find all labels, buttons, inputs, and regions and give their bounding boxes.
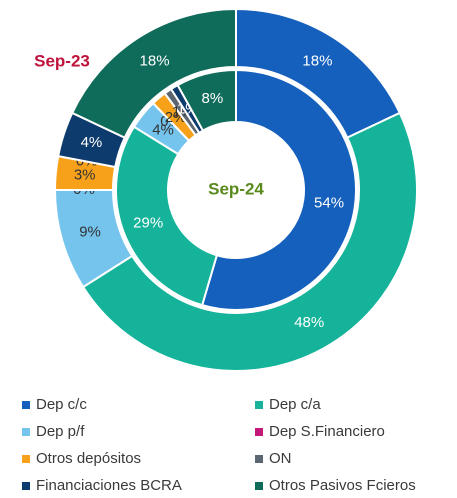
outer-ring-name: Sep-23 — [34, 51, 90, 70]
value-label: 4% — [152, 122, 174, 139]
slice — [81, 111, 418, 372]
value-label: 18% — [140, 53, 170, 70]
legend-label: Dep c/a — [269, 396, 321, 413]
value-label: 8% — [202, 90, 224, 107]
slice — [176, 68, 237, 132]
legend-label: Dep S.Financiero — [269, 423, 385, 440]
legend-swatch — [22, 455, 30, 463]
value-label: 54% — [314, 194, 344, 211]
legend-label: Financiaciones BCRA — [36, 477, 182, 494]
legend-label: Dep p/f — [36, 423, 85, 440]
legend-swatch — [22, 482, 30, 490]
legend-label: Otros Pasivos Fcieros — [269, 477, 416, 494]
slice — [115, 125, 219, 307]
legend-swatch — [255, 482, 263, 490]
legend-swatch — [255, 455, 263, 463]
value-label: 29% — [133, 215, 163, 232]
value-label: 9% — [79, 223, 101, 240]
legend-label: Dep c/c — [36, 396, 87, 413]
slice — [70, 7, 237, 139]
value-label: 18% — [302, 53, 332, 70]
legend-swatch — [22, 428, 30, 436]
inner-ring-name: Sep-24 — [208, 179, 264, 198]
value-label: 3% — [74, 167, 96, 184]
slice — [200, 68, 357, 311]
legend-swatch — [255, 428, 263, 436]
value-label: 4% — [81, 134, 103, 151]
value-label: 48% — [294, 314, 324, 331]
legend-swatch — [22, 401, 30, 409]
legend-label: ON — [269, 450, 292, 467]
legend-swatch — [255, 401, 263, 409]
legend-label: Otros depósitos — [36, 450, 141, 467]
